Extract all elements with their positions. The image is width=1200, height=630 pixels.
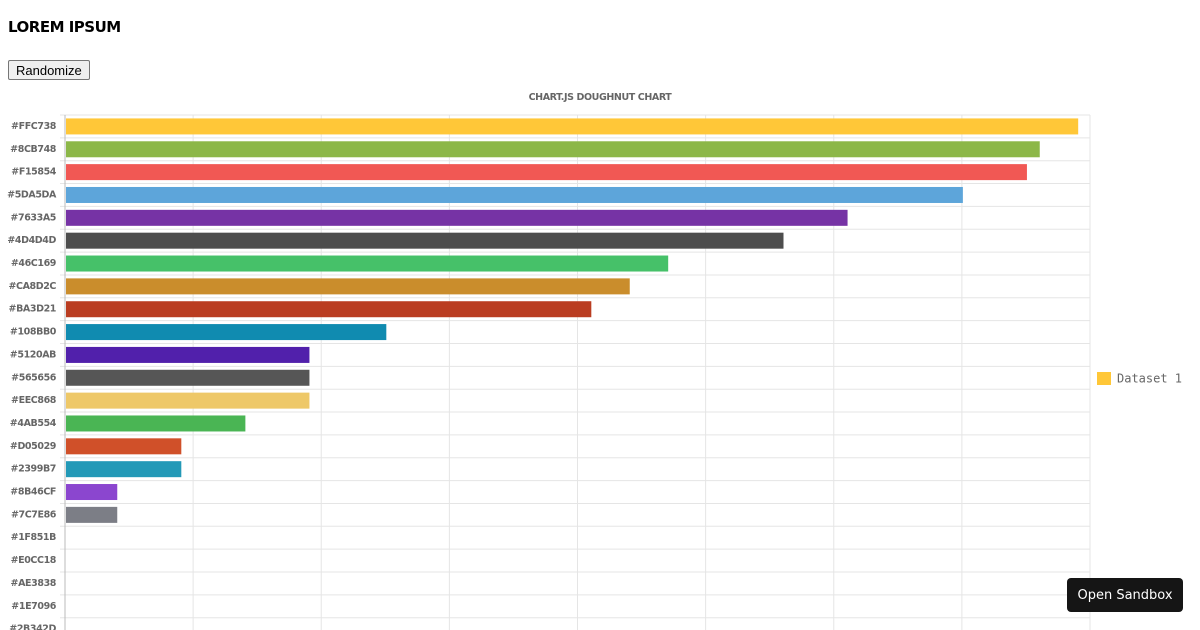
bar [66, 186, 963, 203]
y-tick-label: #8B46CF [10, 487, 56, 498]
legend-swatch [1097, 372, 1111, 385]
y-tick-label: #CA8D2C [8, 281, 56, 292]
y-tick-label: #2399B7 [11, 464, 56, 475]
y-tick-label: #E0CC18 [11, 555, 57, 566]
bar [66, 415, 246, 432]
y-tick-label: #108BB0 [10, 327, 57, 338]
bar [66, 506, 118, 523]
bar [66, 209, 848, 226]
randomize-button[interactable]: Randomize [8, 60, 90, 80]
bar [66, 164, 1027, 181]
bar [66, 392, 310, 409]
bar [66, 438, 182, 455]
y-tick-label: #FFC738 [11, 121, 57, 132]
y-tick-label: #5DA5DA [7, 189, 57, 200]
y-tick-label: #AE3838 [11, 578, 57, 589]
legend-label: Dataset 1 [1117, 372, 1182, 386]
open-sandbox-button[interactable]: Open Sandbox [1067, 578, 1183, 612]
bar [66, 141, 1040, 158]
bar [66, 255, 669, 272]
y-tick-label: #2B342D [9, 624, 56, 630]
bar [66, 301, 592, 318]
y-tick-label: #1E7096 [11, 601, 56, 612]
y-tick-label: #F15854 [11, 167, 56, 178]
bar [66, 324, 387, 341]
y-tick-label: #4D4D4D [7, 235, 56, 246]
y-tick-label: #8CB748 [10, 144, 57, 155]
y-tick-label: #7C7E86 [11, 509, 57, 520]
y-tick-label: #4AB554 [10, 418, 57, 429]
y-tick-label: #BA3D21 [9, 304, 56, 315]
bar [66, 346, 310, 363]
y-tick-label: #565656 [11, 372, 57, 383]
y-tick-label: #D05029 [10, 441, 56, 452]
y-tick-label: #5120AB [10, 349, 56, 360]
y-tick-label: #EEC868 [11, 395, 57, 406]
chart-title: CHART.JS DOUGHNUT CHART [529, 92, 673, 103]
y-tick-label: #46C169 [11, 258, 56, 269]
bar [66, 461, 182, 478]
bar [66, 369, 310, 386]
bar [66, 232, 784, 249]
bar [66, 118, 1079, 135]
y-tick-label: #1F851B [11, 532, 56, 543]
page-title: LOREM IPSUM [8, 18, 121, 36]
bar [66, 278, 630, 295]
y-tick-label: #7633A5 [10, 212, 56, 223]
bar [66, 484, 118, 501]
